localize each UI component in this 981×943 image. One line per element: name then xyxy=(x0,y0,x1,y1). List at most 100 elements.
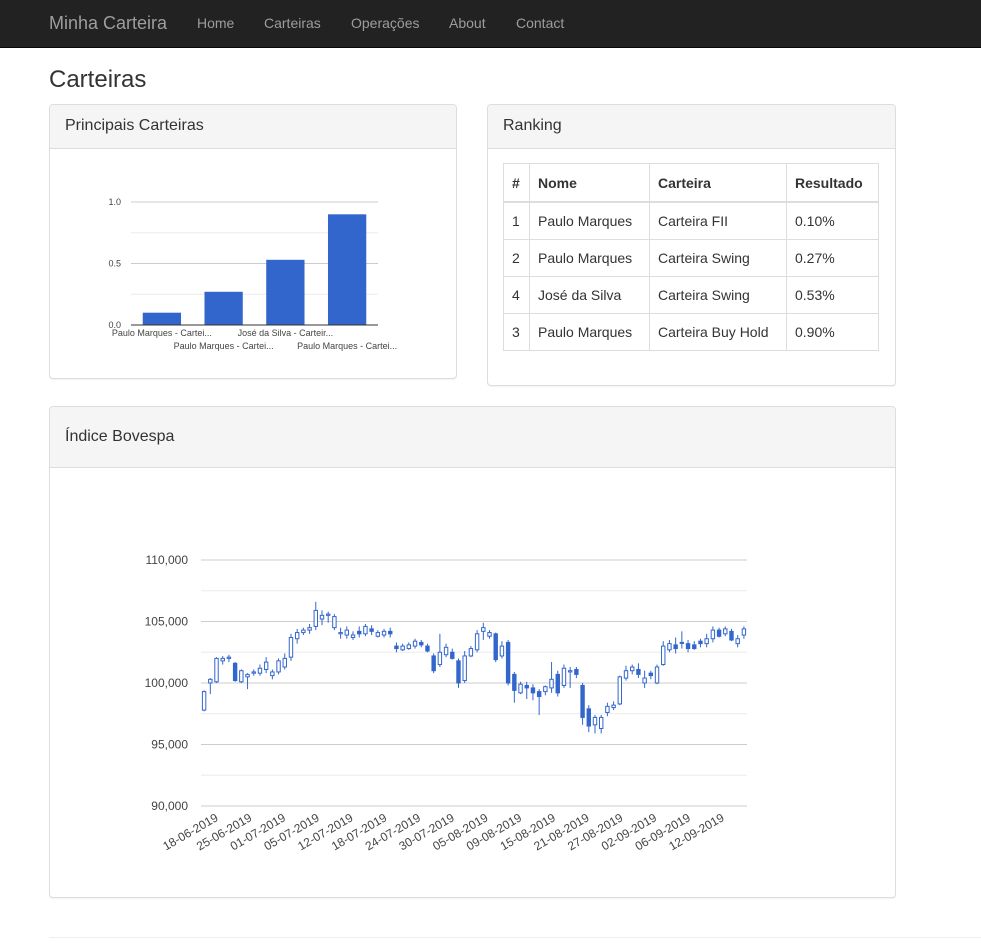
candle-body xyxy=(667,643,672,651)
candle-body xyxy=(530,687,536,694)
cell-carteira: Carteira Swing xyxy=(649,239,787,277)
candle-body xyxy=(673,644,678,650)
bar-chart: 0.0 0.5 1.0 Paulo Marques - Cartei... Paulo … xyxy=(108,197,397,351)
candle-body xyxy=(487,632,492,637)
candle-body xyxy=(512,673,517,691)
candle-body xyxy=(518,683,523,694)
candle-body xyxy=(357,630,362,635)
candle-body xyxy=(325,613,331,616)
navbar: Minha Carteira Home Carteiras Operações … xyxy=(0,0,981,48)
candle-body xyxy=(729,630,734,641)
col-header-carteira: Carteira xyxy=(649,163,787,203)
candle-body xyxy=(592,716,598,726)
candle-body xyxy=(543,686,548,693)
candle-body xyxy=(214,657,219,683)
candle-body xyxy=(282,657,287,668)
candle-body xyxy=(201,691,207,711)
candle-body xyxy=(474,633,480,651)
candle-body xyxy=(567,670,573,673)
candle-body xyxy=(332,616,337,629)
candle-body xyxy=(493,633,498,661)
candle-body xyxy=(431,655,436,672)
x-tick-label: Paulo Marques - Cartei... xyxy=(297,341,397,351)
candle-body xyxy=(220,657,225,662)
panel-heading-ranking: Ranking xyxy=(488,105,895,149)
y-tick-label: 100,000 xyxy=(145,676,189,690)
candle-body xyxy=(611,704,616,709)
col-header-resultado: Resultado xyxy=(786,163,879,203)
candle-body xyxy=(524,684,529,689)
footer-divider xyxy=(49,937,981,938)
candlestick-chart: 90,00095,000100,000105,000110,00018-06-2… xyxy=(145,553,747,853)
table-header-row: # Nome Carteira Resultado xyxy=(503,163,879,203)
cell-carteira: Carteira FII xyxy=(649,201,787,240)
candle-body xyxy=(276,660,281,673)
candle-body xyxy=(704,638,709,645)
candle-body xyxy=(344,629,350,636)
table-row: 2 Paulo Marques Carteira Swing 0.27% xyxy=(503,239,879,277)
candle-body xyxy=(716,629,722,637)
y-tick-label: 95,000 xyxy=(151,738,188,752)
candle-body xyxy=(363,625,368,635)
y-tick-label: 0.5 xyxy=(108,259,121,269)
candle-body xyxy=(369,628,374,632)
candle-body xyxy=(419,641,424,646)
nav-contact[interactable]: Contact xyxy=(516,15,565,31)
candle-body xyxy=(406,644,412,650)
candle-body xyxy=(741,628,747,636)
candle-body xyxy=(319,614,325,620)
candle-body xyxy=(437,651,443,666)
candle-body xyxy=(636,668,641,675)
candle-body xyxy=(617,676,623,705)
candle-body xyxy=(307,627,312,631)
y-tick-label: 0.0 xyxy=(108,320,121,330)
nav-operacoes[interactable]: Operações xyxy=(351,15,420,31)
cell-resultado: 0.27% xyxy=(786,239,879,277)
col-header-nome: Nome xyxy=(529,163,650,203)
candle-body xyxy=(692,644,697,650)
candle-body xyxy=(245,673,250,678)
x-tick-label: Paulo Marques - Cartei... xyxy=(112,328,212,338)
panel-heading-bovespa: Índice Bovespa xyxy=(50,407,895,468)
candle-body xyxy=(505,641,511,684)
x-tick-label: Paulo Marques - Cartei... xyxy=(174,341,274,351)
candle-body xyxy=(462,655,467,682)
candle-body xyxy=(263,661,269,670)
candle-body xyxy=(580,684,585,718)
candle-body xyxy=(443,646,449,656)
candle-body xyxy=(381,630,387,636)
candle-body xyxy=(679,641,685,644)
table-row: 1 Paulo Marques Carteira FII 0.10% xyxy=(503,201,879,240)
candle-body xyxy=(301,629,306,634)
candle-body xyxy=(586,708,591,727)
bar xyxy=(327,214,367,325)
cell-nome: José da Silva xyxy=(529,276,650,314)
candle-body xyxy=(208,678,213,684)
col-header-rank: # xyxy=(503,163,530,203)
nav-about[interactable]: About xyxy=(449,15,486,31)
candle-body xyxy=(685,643,691,650)
y-tick-label: 90,000 xyxy=(151,799,188,813)
x-tick-label: José da Silva - Carteir... xyxy=(238,328,334,338)
candle-body xyxy=(350,634,356,638)
candle-body xyxy=(239,670,244,683)
cell-resultado: 0.90% xyxy=(786,313,879,351)
y-tick-label: 1.0 xyxy=(108,197,121,207)
y-tick-label: 105,000 xyxy=(145,615,189,629)
cell-nome: Paulo Marques xyxy=(529,313,650,351)
nav-home[interactable]: Home xyxy=(197,15,235,31)
navbar-brand[interactable]: Minha Carteira xyxy=(49,13,168,33)
candle-body xyxy=(226,656,232,659)
candle-body xyxy=(735,638,740,645)
cell-rank: 1 xyxy=(503,201,530,240)
candle-body xyxy=(574,668,579,675)
candle-body xyxy=(425,645,430,652)
candle-body xyxy=(400,645,405,651)
cell-rank: 2 xyxy=(503,239,530,277)
nav-carteiras[interactable]: Carteiras xyxy=(264,15,321,31)
cell-resultado: 0.53% xyxy=(786,276,879,314)
y-tick-label: 110,000 xyxy=(146,553,189,567)
candle-body xyxy=(698,640,703,645)
candle-body xyxy=(450,651,455,659)
ranking-panel: Ranking # Nome Carteira Resultado 1 Paul… xyxy=(487,104,896,386)
